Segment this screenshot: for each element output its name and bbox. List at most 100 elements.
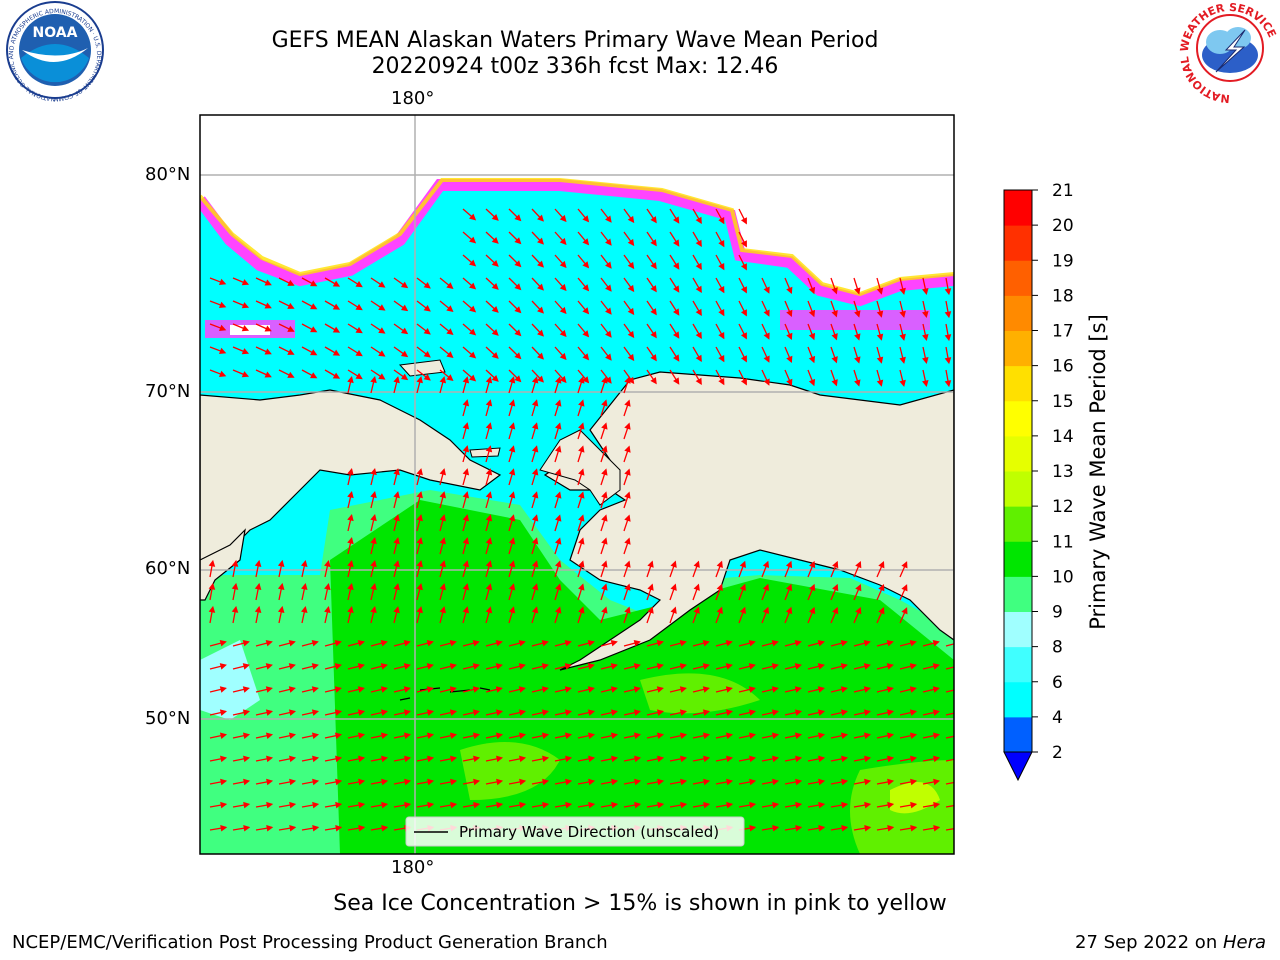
wave-arrow-head (324, 605, 331, 614)
wave-arrow-head (718, 354, 725, 363)
wave-arrow-head (863, 663, 871, 670)
wave-arrow-head (679, 663, 687, 670)
wave-arrow-head (555, 422, 562, 430)
wave-arrow-head (416, 583, 423, 591)
wave-arrow-head (910, 755, 918, 763)
wave-arrow-head (831, 356, 838, 364)
lat-label-80n: 80°N (145, 164, 191, 185)
wave-arrow-head (726, 801, 734, 809)
wave-arrow-head (400, 304, 409, 312)
wave-arrow-head (462, 491, 470, 499)
wave-arrow-head (241, 371, 250, 378)
colorbar-tick-label: 16 (1052, 357, 1074, 377)
wave-arrow-head (289, 801, 297, 809)
wave-arrow-head (485, 560, 493, 568)
wave-arrow-head (416, 468, 423, 476)
lon-label-top: 180° (391, 88, 435, 109)
wave-arrow-head (357, 709, 366, 716)
wave-arrow-head (647, 606, 654, 614)
wave-arrow-head (324, 582, 331, 591)
wave-arrow-head (347, 560, 354, 568)
colorbar-tick-label: 2 (1052, 743, 1063, 763)
wave-arrow-head (220, 778, 228, 786)
wave-arrow-head (831, 333, 838, 341)
colorbar-tick-label: 8 (1052, 638, 1063, 658)
wave-arrow-head (565, 755, 573, 763)
wave-arrow-head (357, 663, 365, 670)
wave-arrow-head (832, 583, 839, 592)
wave-arrow-head (289, 824, 297, 832)
wave-arrow-head (393, 376, 400, 384)
wave-arrow-head (508, 537, 516, 545)
wave-arrow-head (702, 639, 710, 647)
wave-arrow-head (288, 732, 297, 739)
wave-arrow-head (901, 561, 908, 569)
wave-arrow-head (310, 280, 318, 287)
colorbar-extend (1003, 751, 1033, 782)
wave-arrow-head (450, 755, 458, 763)
colorbar-tick-label: 11 (1052, 532, 1074, 552)
wave-arrow-head (404, 801, 412, 809)
wave-arrow-head (564, 732, 573, 739)
wave-arrow-head (702, 709, 711, 716)
wave-arrow-head (393, 560, 400, 568)
wave-arrow-head (578, 514, 585, 522)
wave-arrow-head (876, 356, 884, 364)
wave-arrow-head (673, 216, 680, 224)
wave-arrow-head (219, 686, 227, 693)
wave-arrow-head (679, 639, 687, 647)
wave-arrow-head (491, 328, 499, 336)
wave-arrow-head (231, 582, 239, 590)
wave-arrow-head (449, 639, 457, 647)
wave-arrow-head (423, 304, 431, 312)
wave-arrow-head (496, 778, 504, 786)
wave-arrow-head (541, 709, 550, 716)
wave-arrow-head (695, 216, 702, 225)
wave-arrow-head (932, 709, 941, 716)
wave-arrow-head (485, 583, 493, 591)
wave-arrow-head (287, 348, 295, 355)
wave-arrow-head (740, 240, 747, 248)
wave-arrow-head (485, 514, 493, 522)
wave-arrow-head (650, 216, 657, 224)
ocean-pacific-light (460, 742, 560, 800)
wave-arrow-head (601, 537, 608, 545)
wave-arrow-head (277, 605, 285, 613)
wave-arrow-head (841, 755, 849, 763)
wave-arrow-head (491, 282, 499, 290)
wave-arrow-head (537, 214, 544, 222)
wave-arrow-head (312, 755, 320, 763)
wave-arrow-head (404, 778, 412, 786)
wave-arrow-head (301, 582, 308, 591)
wave-arrow-head (899, 310, 906, 318)
wave-arrow-head (864, 801, 872, 809)
wave-arrow-head (957, 641, 962, 645)
wave-arrow-head (264, 325, 272, 332)
wave-arrow-head (601, 514, 608, 522)
wave-arrow-head (624, 445, 631, 453)
wave-arrow-head (762, 606, 770, 615)
wave-arrow-head (219, 732, 228, 739)
wave-arrow-head (427, 755, 435, 763)
map-area (200, 115, 962, 854)
wave-arrow-head (832, 606, 839, 615)
wave-arrow-head (831, 310, 838, 318)
wave-arrow-head (740, 309, 747, 317)
wave-arrow-head (878, 561, 885, 569)
wave-arrow-head (555, 583, 562, 591)
wave-arrow-head (311, 639, 319, 647)
colorbar-tick-label: 6 (1052, 673, 1063, 693)
wave-arrow-head (219, 301, 227, 308)
wave-arrow-head (565, 801, 573, 809)
wave-arrow-head (241, 325, 250, 332)
wave-arrow-head (559, 306, 567, 315)
wave-arrow-head (910, 824, 918, 832)
machine-name: Hera (1222, 932, 1266, 953)
wave-arrow-head (863, 639, 871, 647)
wave-arrow-head (439, 606, 447, 614)
wave-arrow-head (693, 606, 700, 614)
wave-arrow-head (519, 755, 527, 763)
wave-arrow-head (334, 686, 342, 693)
wave-arrow-head (876, 379, 884, 387)
wave-arrow-head (357, 639, 365, 647)
